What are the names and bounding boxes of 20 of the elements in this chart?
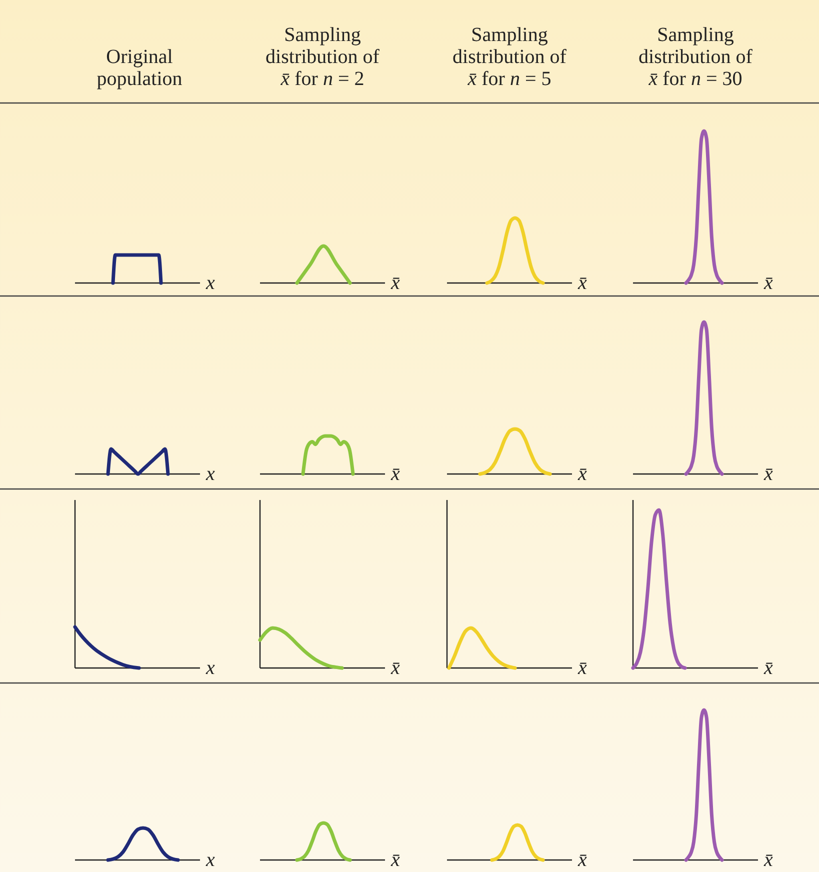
- x-axis-title: x̄: [390, 849, 400, 871]
- chart-title: Sampling distribution of x̄ for n = 2: [266, 24, 380, 90]
- x-axis-title: x̄: [390, 657, 400, 679]
- x-axis-title: x: [205, 463, 215, 485]
- x-axis-title: x̄: [577, 657, 587, 679]
- x-axis-title: x̄: [577, 272, 587, 294]
- x-axis-title: x̄: [763, 463, 773, 485]
- x-axis-title: x: [205, 272, 215, 294]
- x-axis-title: x: [205, 657, 215, 679]
- x-axis-title: x̄: [763, 272, 773, 294]
- x-axis-title: x̄: [763, 657, 773, 679]
- x-axis-title: x̄: [577, 463, 587, 485]
- chart-title: Original population: [96, 46, 182, 90]
- x-axis-title: x̄: [763, 849, 773, 871]
- x-axis-title: x̄: [390, 463, 400, 485]
- x-axis-title: x̄: [390, 272, 400, 294]
- chart-title: Sampling distribution of x̄ for n = 5: [452, 24, 566, 90]
- chart-title: Sampling distribution of x̄ for n = 30: [638, 24, 752, 90]
- x-axis-title: x: [205, 849, 215, 871]
- x-axis-title: x̄: [577, 849, 587, 871]
